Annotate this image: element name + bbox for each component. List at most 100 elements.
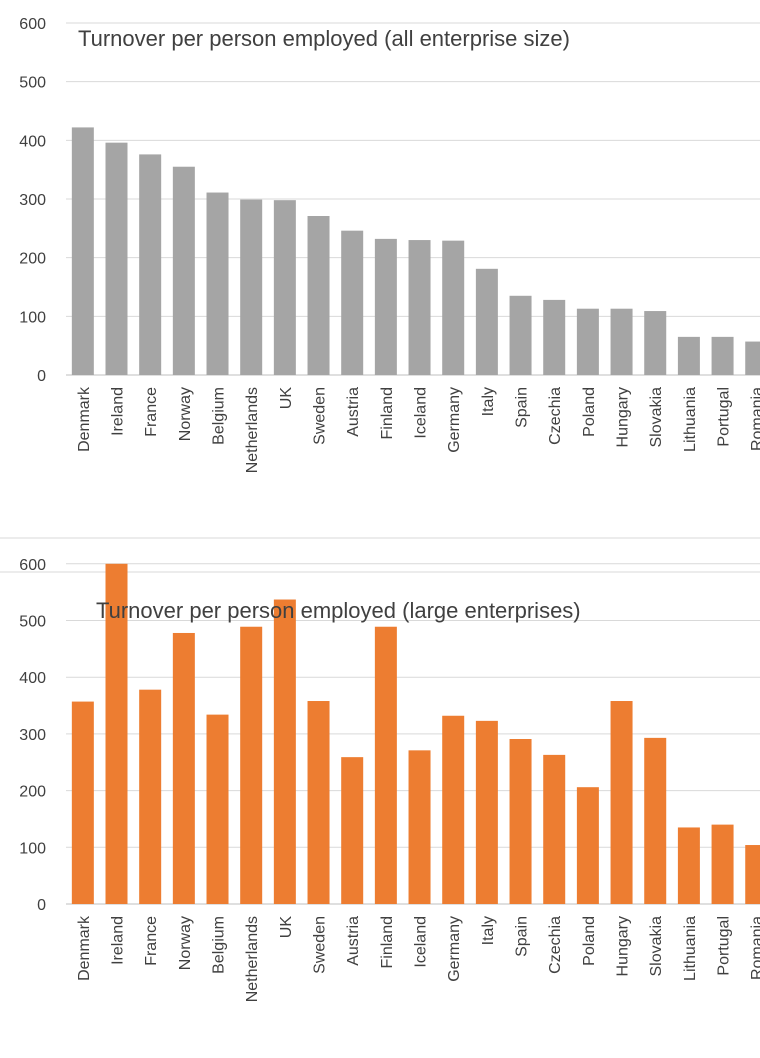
chart-all-enterprise: 0 100 200 300 400 500 600 Denmark Ireland France N… xyxy=(0,16,760,539)
bar xyxy=(71,127,94,375)
x-tick-label: Netherlands xyxy=(244,387,261,473)
bar xyxy=(745,341,760,375)
x-tick-label: Italy xyxy=(480,916,497,945)
x-tick-label: France xyxy=(143,387,160,437)
chart-title: Turnover per person employed (all enterp… xyxy=(78,26,570,51)
x-tick-label: Germany xyxy=(446,387,463,453)
x-tick-label: Netherlands xyxy=(244,916,261,1002)
x-tick-label: Austria xyxy=(345,387,362,437)
x-tick-label: Italy xyxy=(480,387,497,416)
x-tick-label: Portugal xyxy=(716,916,733,976)
x-tick-label: Hungary xyxy=(615,387,632,447)
y-tick-label: 200 xyxy=(19,251,46,268)
y-tick-label: 300 xyxy=(19,727,46,744)
y-tick-label: 300 xyxy=(19,192,46,209)
y-tick-label: 100 xyxy=(19,309,46,326)
bar xyxy=(172,632,195,904)
x-tick-label: Germany xyxy=(446,916,463,982)
bar xyxy=(71,701,94,904)
y-tick-label: 600 xyxy=(19,16,46,33)
bar xyxy=(307,216,330,375)
x-tick-label: Denmark xyxy=(76,386,93,452)
x-tick-label: Czechia xyxy=(547,387,564,445)
bar xyxy=(105,563,128,904)
x-tick-label: Norway xyxy=(177,916,194,970)
y-tick-label: 600 xyxy=(19,557,46,574)
x-tick-label: Romania xyxy=(749,916,760,980)
bar xyxy=(206,192,229,375)
x-tick-label: UK xyxy=(278,387,295,410)
x-tick-label: Czechia xyxy=(547,916,564,974)
bar xyxy=(543,754,566,904)
bar xyxy=(273,599,296,904)
x-tick-label: Ireland xyxy=(110,387,127,436)
x-tick-label: Poland xyxy=(581,916,598,966)
bar xyxy=(475,720,498,904)
bar xyxy=(644,311,667,375)
bar xyxy=(341,757,364,904)
bar xyxy=(745,845,760,904)
y-tick-label: 500 xyxy=(19,75,46,92)
y-tick-label: 0 xyxy=(37,368,46,385)
x-tick-label: Belgium xyxy=(211,387,228,445)
bar xyxy=(408,240,431,375)
x-tick-label: Austria xyxy=(345,916,362,966)
bar xyxy=(677,827,700,904)
bar xyxy=(273,200,296,375)
x-tick-label: Finland xyxy=(379,916,396,968)
bar xyxy=(105,142,128,375)
x-tick-label: Iceland xyxy=(413,916,430,968)
x-tick-label: Romania xyxy=(749,387,760,451)
bar xyxy=(644,737,667,904)
chart-title: Turnover per person employed (large ente… xyxy=(96,598,581,623)
bar xyxy=(576,787,599,904)
bar xyxy=(240,626,263,904)
bar xyxy=(610,701,633,904)
y-tick-label: 400 xyxy=(19,670,46,687)
x-tick-label: Spain xyxy=(514,387,531,428)
bar xyxy=(374,238,397,375)
x-tick-label: Portugal xyxy=(716,387,733,447)
x-tick-label: Belgium xyxy=(211,916,228,974)
bar xyxy=(307,701,330,904)
x-tick-label: France xyxy=(143,916,160,966)
y-tick-label: 500 xyxy=(19,614,46,631)
bar xyxy=(475,268,498,375)
y-tick-label: 0 xyxy=(37,897,46,914)
bar xyxy=(509,295,532,375)
y-tick-label: 200 xyxy=(19,784,46,801)
x-tick-label: Slovakia xyxy=(648,387,665,448)
x-tick-label: Norway xyxy=(177,387,194,441)
bar xyxy=(206,714,229,904)
y-tick-label: 100 xyxy=(19,840,46,857)
x-tick-label: Denmark xyxy=(76,915,93,981)
bar xyxy=(442,715,465,904)
x-tick-label: Lithuania xyxy=(682,916,699,981)
bar xyxy=(711,336,734,375)
x-tick-label: Sweden xyxy=(312,916,329,974)
bar xyxy=(172,166,195,375)
x-tick-label: Iceland xyxy=(413,387,430,439)
bar xyxy=(139,154,162,375)
x-tick-label: Spain xyxy=(514,916,531,957)
x-tick-label: Slovakia xyxy=(648,916,665,977)
bar xyxy=(610,308,633,375)
y-tick-label: 400 xyxy=(19,133,46,150)
x-tick-label: Hungary xyxy=(615,916,632,976)
bar xyxy=(408,750,431,904)
x-tick-label: Sweden xyxy=(312,387,329,445)
bar xyxy=(711,824,734,904)
bar xyxy=(543,299,566,375)
bar xyxy=(341,230,364,375)
bar xyxy=(240,199,263,375)
x-tick-label: Finland xyxy=(379,387,396,439)
bar xyxy=(139,689,162,904)
x-tick-label: Poland xyxy=(581,387,598,437)
bar xyxy=(442,240,465,375)
bar xyxy=(677,336,700,375)
x-tick-label: Lithuania xyxy=(682,387,699,452)
bar xyxy=(576,308,599,375)
bar xyxy=(374,626,397,904)
chart-large-enterprises: 0 100 200 300 400 500 600 Denmark Ireland France N… xyxy=(0,557,760,1002)
